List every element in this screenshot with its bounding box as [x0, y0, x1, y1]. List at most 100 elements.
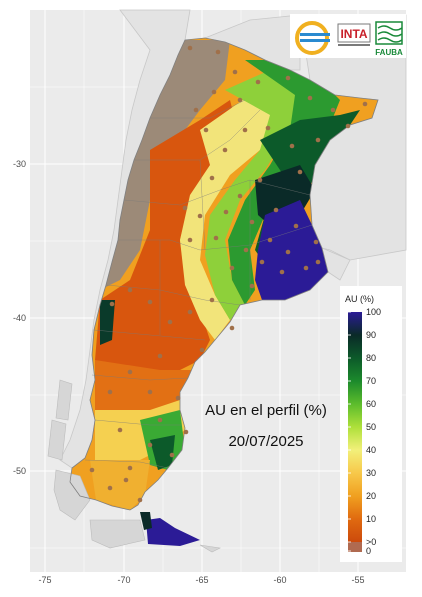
lon-tick: -70 [117, 575, 130, 585]
legend-label: 20 [366, 491, 376, 501]
station-marker [313, 239, 319, 245]
station-marker [182, 205, 188, 211]
legend-label: 80 [366, 353, 376, 363]
station-marker [257, 177, 263, 183]
legend-label: 60 [366, 399, 376, 409]
lon-tick: -60 [273, 575, 286, 585]
station-marker [237, 97, 243, 103]
station-marker [109, 301, 115, 307]
station-marker [243, 247, 249, 253]
station-marker [107, 389, 113, 395]
station-marker [265, 125, 271, 131]
station-marker [187, 45, 193, 51]
chile-islands [47, 379, 221, 553]
station-marker [330, 107, 336, 113]
fauba-logo: FAUBA [375, 21, 403, 57]
station-marker [197, 213, 203, 219]
fauba-logo-text: FAUBA [375, 48, 403, 57]
inta-logo: INTA [337, 23, 371, 46]
station-marker [259, 259, 265, 265]
station-marker [209, 175, 215, 181]
inta-logo-text: INTA [340, 27, 367, 41]
station-marker [242, 127, 248, 133]
station-marker [213, 235, 219, 241]
legend-colorbar [348, 312, 362, 542]
legend-label: 70 [366, 376, 376, 386]
station-marker [249, 219, 255, 225]
station-marker [147, 299, 153, 305]
station-marker [255, 79, 261, 85]
station-marker [315, 259, 321, 265]
lat-tick: -40 [13, 313, 26, 323]
legend-label: 100 [366, 307, 381, 317]
legend-label: 40 [366, 445, 376, 455]
logos: INTA FAUBA [290, 14, 406, 58]
station-marker [157, 417, 163, 423]
legend-label: >0 [366, 537, 376, 547]
legend-label: 10 [366, 514, 376, 524]
legend-label: 50 [366, 422, 376, 432]
station-marker [147, 442, 153, 448]
station-marker [187, 237, 193, 243]
legend: AU (%) 100 90 80 70 60 50 40 30 20 10 >00 [340, 286, 402, 562]
tierra-del-fuego [146, 518, 200, 546]
station-marker [362, 101, 368, 107]
lon-tick: -75 [38, 575, 51, 585]
station-marker [229, 265, 235, 271]
neighbor-countries [59, 9, 407, 469]
station-marker [237, 193, 243, 199]
argentina-border [69, 37, 379, 511]
station-marker [203, 127, 209, 133]
station-marker [303, 265, 309, 271]
station-marker [307, 95, 313, 101]
station-marker [167, 319, 173, 325]
station-marker [183, 429, 189, 435]
station-marker [199, 347, 205, 353]
province-boundaries [84, 99, 313, 469]
station-marker [289, 143, 295, 149]
tierra-del-fuego-west [140, 512, 152, 530]
legend-label: 0 [366, 546, 371, 556]
legend-zero-swatch [348, 542, 362, 552]
lat-tick: -30 [13, 159, 26, 169]
longitude-ticks: -75 -70 -65 -60 -55 [38, 575, 364, 585]
map-date: 20/07/2025 [228, 433, 303, 450]
station-marker [169, 452, 175, 458]
latitude-ticks: -30 -40 -50 [13, 159, 26, 476]
legend-title: AU (%) [345, 294, 374, 304]
station-marker [345, 123, 351, 129]
station-marker [315, 137, 321, 143]
legend-label: 90 [366, 330, 376, 340]
station-marker [193, 107, 199, 113]
station-marker [123, 477, 129, 483]
station-marker [222, 147, 228, 153]
station-marker [137, 497, 143, 503]
station-marker [223, 209, 229, 215]
station-marker [127, 465, 133, 471]
station-marker [107, 485, 113, 491]
station-marker [127, 369, 133, 375]
station-marker [209, 297, 215, 303]
station-marker [279, 269, 285, 275]
station-marker [211, 89, 217, 95]
station-marker [215, 49, 221, 55]
station-marker [89, 467, 95, 473]
legend-label: 30 [366, 468, 376, 478]
lon-tick: -65 [195, 575, 208, 585]
station-marker [127, 287, 133, 293]
station-marker [293, 223, 299, 229]
station-marker [249, 283, 255, 289]
map-title: AU en el perfil (%) [205, 402, 327, 419]
lon-tick: -55 [351, 575, 364, 585]
lat-tick: -50 [13, 466, 26, 476]
station-marker [229, 325, 235, 331]
station-marker [273, 207, 279, 213]
station-marker [147, 389, 153, 395]
station-marker [297, 169, 303, 175]
ring-logo-icon [295, 21, 330, 55]
station-marker [117, 427, 123, 433]
station-marker [285, 249, 291, 255]
station-marker [267, 237, 273, 243]
station-marker [175, 395, 181, 401]
